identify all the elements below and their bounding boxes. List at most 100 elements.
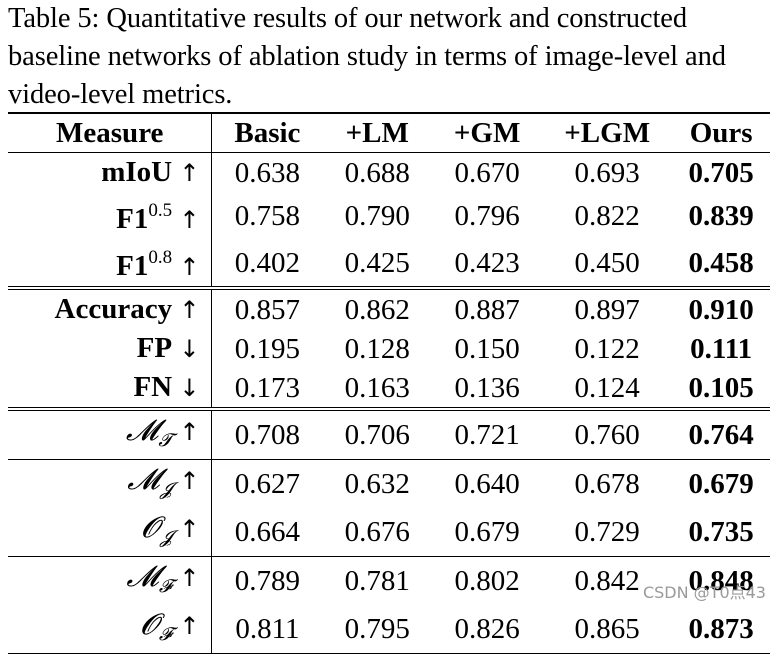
table-row: F10.5 ↑ 0.758 0.790 0.796 0.822 0.839 xyxy=(8,192,770,239)
value-basic: 0.402 xyxy=(234,246,301,279)
value-ours: 0.111 xyxy=(690,332,753,365)
value-ours: 0.705 xyxy=(688,156,754,189)
measure-cell: 𝓜𝓕 ↑ xyxy=(8,556,213,605)
value-ours: 0.679 xyxy=(672,459,770,508)
value-gm: 0.670 xyxy=(454,156,520,189)
value-gm: 0.721 xyxy=(432,407,543,460)
value-ours: 0.458 xyxy=(688,246,754,279)
measure-superscript: 0.8 xyxy=(148,247,173,268)
measure-subscript: 𝓙 xyxy=(159,479,173,499)
value-lm: 0.781 xyxy=(322,556,433,605)
arrow-up-icon: ↑ xyxy=(179,467,200,495)
value-basic: 0.627 xyxy=(211,459,323,508)
measure-cell: F10.5 ↑ xyxy=(8,192,213,239)
header-lgm: +LGM xyxy=(542,112,673,153)
value-basic: 0.789 xyxy=(211,556,323,605)
table-row: mIoU ↑ 0.638 0.688 0.670 0.693 0.705 xyxy=(8,152,770,192)
value-gm: 0.150 xyxy=(454,332,520,365)
value-gm: 0.796 xyxy=(454,199,520,232)
table-header-row: Measure Basic +LM +GM +LGM Ours xyxy=(8,112,770,153)
measure-name: Accuracy xyxy=(54,293,173,325)
measure-subscript: 𝓕 xyxy=(158,576,173,596)
arrow-down-icon: ↓ xyxy=(179,335,200,363)
arrow-up-icon: ↑ xyxy=(179,612,200,640)
header-basic: Basic xyxy=(211,112,323,153)
measure-subscript: 𝓣 xyxy=(158,430,173,450)
table-row: 𝓞𝓙 ↑ 0.664 0.676 0.679 0.729 0.735 xyxy=(8,508,770,557)
value-lgm: 0.865 xyxy=(542,605,673,654)
measure-cell: FP ↓ xyxy=(8,329,213,368)
arrow-up-icon: ↑ xyxy=(179,159,200,187)
header-measure: Measure xyxy=(8,112,213,153)
measure-cell: F10.8 ↑ xyxy=(8,239,213,288)
value-gm: 0.423 xyxy=(454,246,520,279)
value-lm: 0.128 xyxy=(344,332,410,365)
table-caption: Table 5: Quantitative results of our net… xyxy=(8,3,726,110)
measure-name: FP xyxy=(136,332,173,364)
value-gm: 0.887 xyxy=(432,286,543,329)
measure-name: 𝓜 xyxy=(127,462,160,496)
value-gm: 0.136 xyxy=(454,371,520,404)
value-gm: 0.640 xyxy=(432,459,543,508)
measure-cell: 𝓞𝓙 ↑ xyxy=(8,508,213,557)
measure-cell: Accuracy ↑ xyxy=(8,286,213,329)
table-row: 𝓞𝓕 ↑ 0.811 0.795 0.826 0.865 0.873 xyxy=(8,605,770,654)
table-row: 𝓜𝓣 ↑ 0.708 0.706 0.721 0.760 0.764 xyxy=(8,407,770,460)
value-lm: 0.706 xyxy=(322,407,433,460)
value-basic: 0.664 xyxy=(234,516,301,548)
value-lm: 0.688 xyxy=(344,156,410,189)
header-ours: Ours xyxy=(672,112,770,153)
value-basic: 0.708 xyxy=(211,407,323,460)
table-body: mIoU ↑ 0.638 0.688 0.670 0.693 0.705 F10.5 ↑ 0.… xyxy=(8,152,770,654)
value-lgm: 0.822 xyxy=(574,199,640,232)
measure-name: 𝓞 xyxy=(140,607,159,641)
value-lm: 0.676 xyxy=(344,516,410,548)
value-ours: 0.735 xyxy=(688,516,754,548)
measure-cell: FN ↓ xyxy=(8,368,213,409)
measure-cell: 𝓜𝓙 ↑ xyxy=(8,459,213,508)
measure-name: 𝓞 xyxy=(141,510,160,544)
measure-subscript: 𝓕 xyxy=(158,624,173,644)
measure-cell: 𝓞𝓕 ↑ xyxy=(8,605,213,654)
value-lgm: 0.450 xyxy=(574,246,640,279)
value-gm: 0.679 xyxy=(454,516,520,548)
value-lm: 0.790 xyxy=(344,199,410,232)
header-gm: +GM xyxy=(432,112,543,153)
value-lgm: 0.122 xyxy=(574,332,640,365)
measure-cell: 𝓜𝓣 ↑ xyxy=(8,407,213,460)
value-lm: 0.862 xyxy=(322,286,433,329)
value-ours: 0.839 xyxy=(688,199,754,232)
value-basic: 0.758 xyxy=(234,199,301,232)
table-row: 𝓜𝓕 ↑ 0.789 0.781 0.802 0.842 0.848 xyxy=(8,556,770,605)
arrow-up-icon: ↑ xyxy=(179,206,200,234)
arrow-up-icon: ↑ xyxy=(179,564,200,592)
value-basic: 0.638 xyxy=(234,156,301,189)
value-gm: 0.826 xyxy=(432,605,543,654)
results-table: Measure Basic +LM +GM +LGM Ours mIoU ↑ 0.… xyxy=(8,112,770,654)
value-lgm: 0.760 xyxy=(542,407,673,460)
value-basic: 0.195 xyxy=(234,332,301,365)
value-lgm: 0.693 xyxy=(574,156,640,189)
value-lm: 0.632 xyxy=(322,459,433,508)
arrow-down-icon: ↓ xyxy=(179,374,200,402)
measure-name: 𝓜 xyxy=(126,559,159,593)
value-ours: 0.848 xyxy=(672,556,770,605)
measure-name: F1 xyxy=(116,250,149,282)
measure-name: FN xyxy=(133,371,173,403)
measure-subscript: 𝓙 xyxy=(159,527,173,547)
value-ours: 0.910 xyxy=(672,286,770,329)
value-lgm: 0.897 xyxy=(542,286,673,329)
measure-name: mIoU xyxy=(101,156,173,188)
table-row: 𝓜𝓙 ↑ 0.627 0.632 0.640 0.678 0.679 xyxy=(8,459,770,508)
measure-name: 𝓜 xyxy=(125,413,159,447)
measure-name: F1 xyxy=(116,203,149,235)
value-lm: 0.795 xyxy=(322,605,433,654)
value-lgm: 0.678 xyxy=(542,459,673,508)
value-ours: 0.105 xyxy=(688,371,754,404)
measure-superscript: 0.5 xyxy=(148,200,173,221)
table-row: FN ↓ 0.173 0.163 0.136 0.124 0.105 xyxy=(8,368,770,409)
table-row: F10.8 ↑ 0.402 0.425 0.423 0.450 0.458 xyxy=(8,239,770,288)
measure-cell: mIoU ↑ xyxy=(8,152,213,192)
table-row: FP ↓ 0.195 0.128 0.150 0.122 0.111 xyxy=(8,329,770,368)
value-ours: 0.764 xyxy=(672,407,770,460)
